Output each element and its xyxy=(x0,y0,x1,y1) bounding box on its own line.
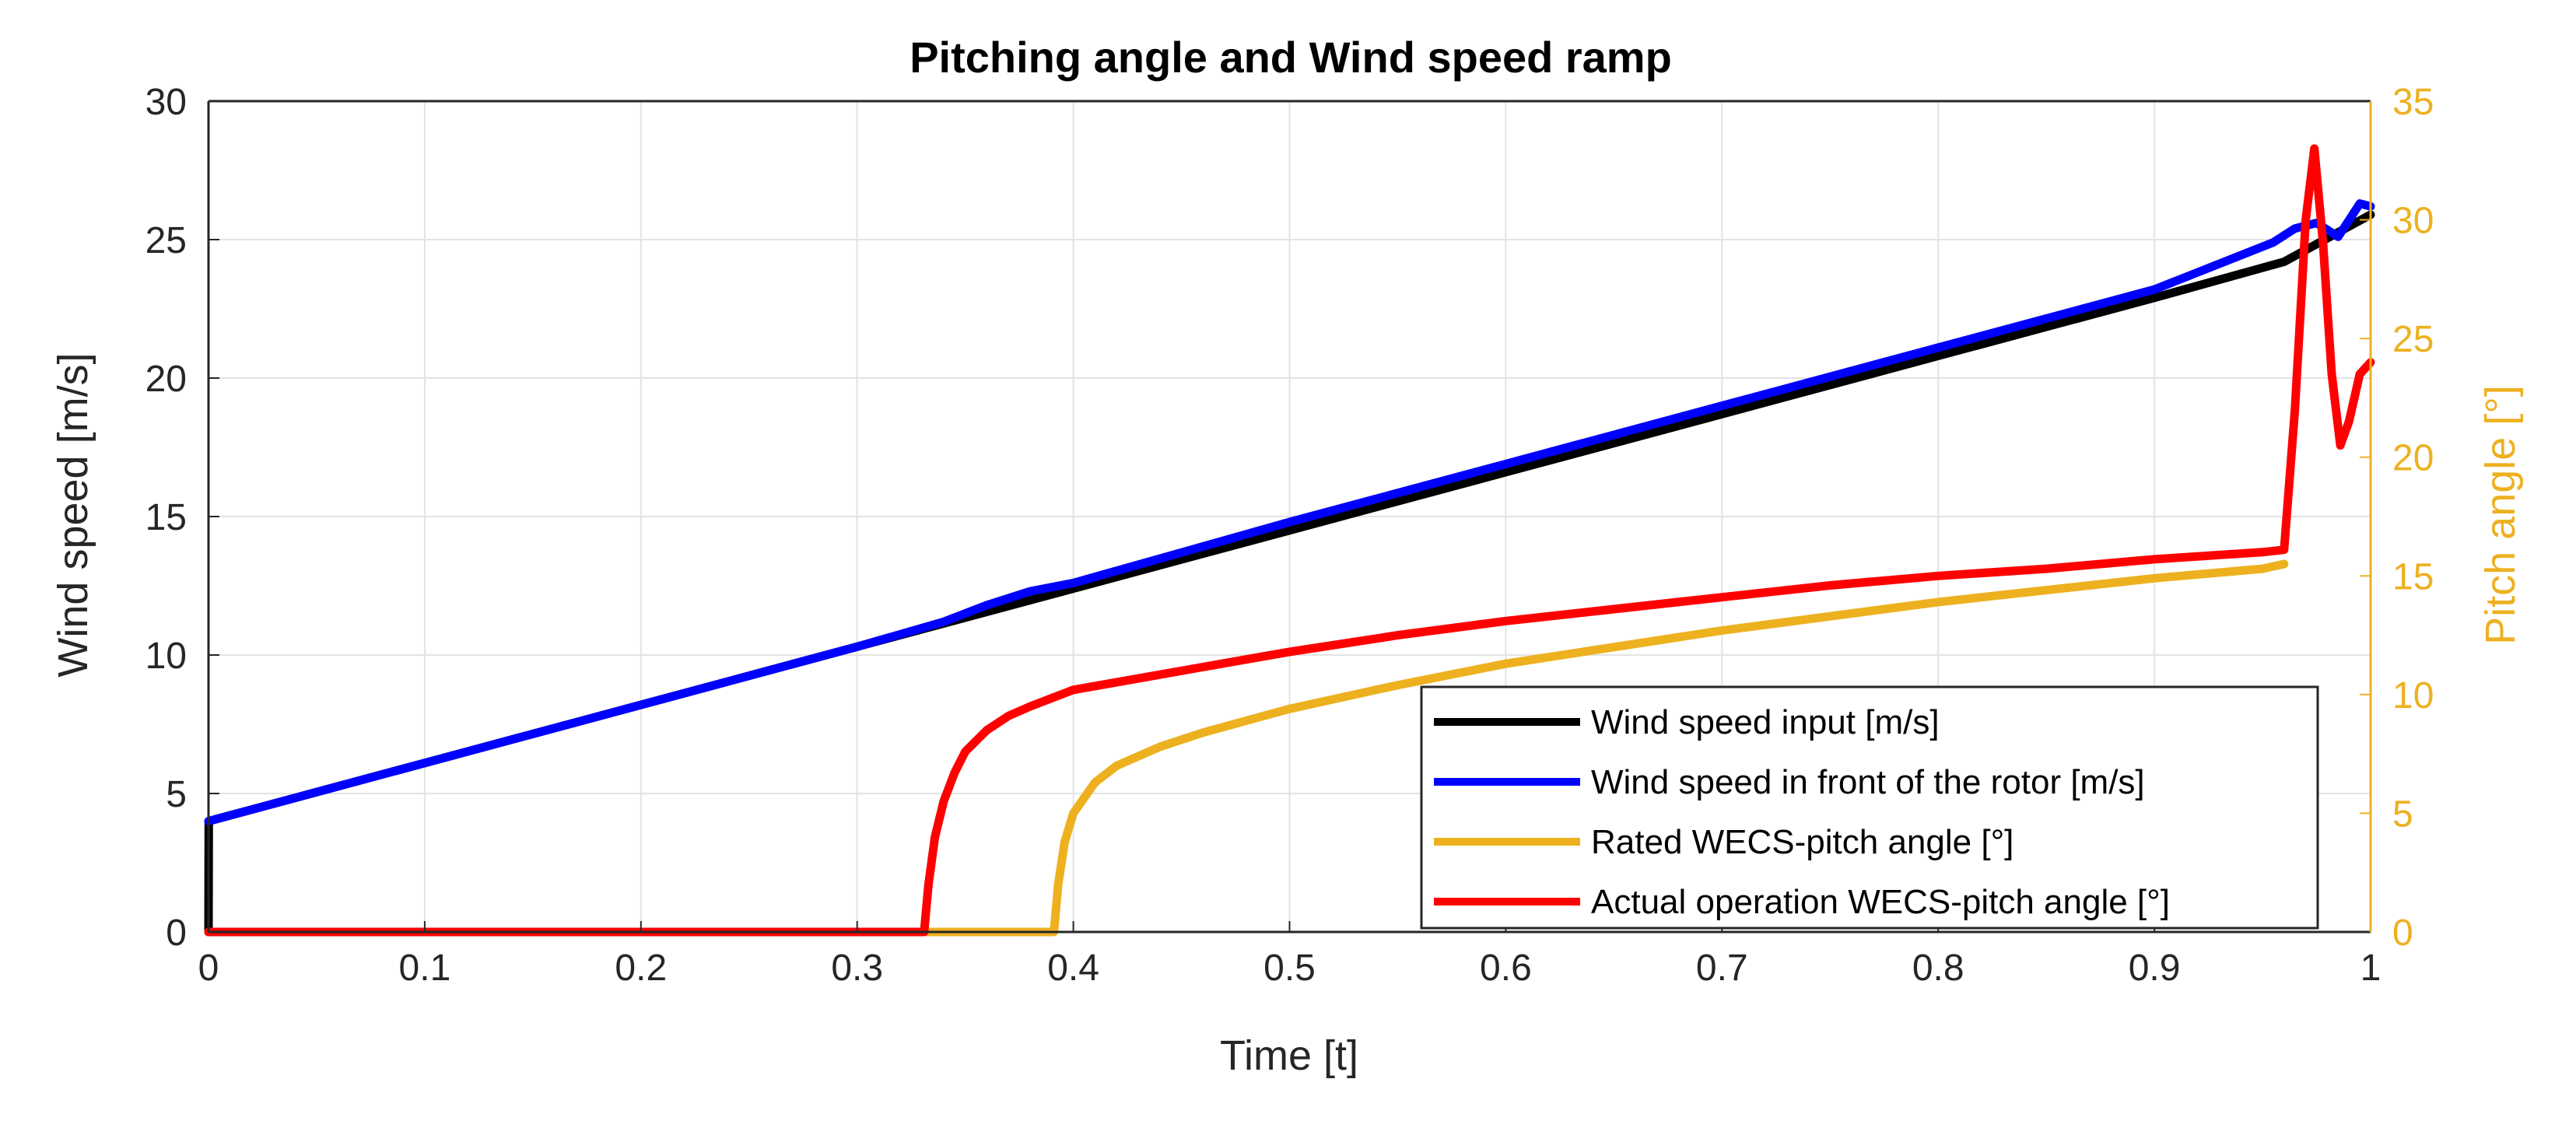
x-tick-label: 0.5 xyxy=(1263,948,1316,989)
x-tick-label: 0.3 xyxy=(831,948,883,989)
legend-box xyxy=(1420,685,2319,930)
series-line-rated-pitch xyxy=(204,559,2289,937)
x-tick-label: 0.1 xyxy=(399,948,451,989)
y-left-tick-label: 0 xyxy=(166,913,187,954)
y-left-tick-label: 10 xyxy=(145,636,187,677)
series-layer xyxy=(204,144,2375,937)
y-right-tick-label: 25 xyxy=(2392,319,2434,360)
y-left-tick-label: 25 xyxy=(145,220,187,261)
y-left-tick-label: 30 xyxy=(145,82,187,123)
x-tick-label: 1 xyxy=(2360,948,2381,989)
y-left-tick-label: 20 xyxy=(145,359,187,400)
y-axis-left-label: Wind speed [m/s] xyxy=(50,352,96,677)
y-right-tick-label: 30 xyxy=(2392,201,2434,242)
tick-labels: 0 0.1 0.2 0.3 0.4 0.5 0.6 0.7 0.8 0.9 105101520253… xyxy=(145,82,2434,989)
series-line-wind-rotor xyxy=(204,199,2375,826)
legend-label-actual-pitch: Actual operation WECS-pitch angle [°] xyxy=(1591,883,2170,921)
y-right-tick-label: 10 xyxy=(2392,675,2434,716)
legend-label-wind-rotor: Wind speed in front of the rotor [m/s] xyxy=(1591,763,2145,801)
x-tick-label: 0.6 xyxy=(1480,948,1532,989)
y-right-tick-label: 35 xyxy=(2392,82,2434,123)
y-left-tick-label: 15 xyxy=(145,497,187,538)
x-tick-label: 0.4 xyxy=(1047,948,1099,989)
legend-label-rated-pitch: Rated WECS-pitch angle [°] xyxy=(1591,823,2013,861)
y-axis-right-label: Pitch angle [°] xyxy=(2477,385,2524,645)
x-tick-label: 0.2 xyxy=(615,948,667,989)
y-left-tick-label: 5 xyxy=(166,774,187,815)
x-tick-label: 0.8 xyxy=(1912,948,1964,989)
y-right-tick-label: 20 xyxy=(2392,438,2434,479)
axes-layer xyxy=(207,100,2372,934)
y-right-tick-label: 0 xyxy=(2392,913,2413,954)
chart-title: Pitching angle and Wind speed ramp xyxy=(909,33,1672,82)
x-tick-label: 0 xyxy=(198,948,219,989)
x-tick-label: 0.9 xyxy=(2129,948,2181,989)
x-axis-label: Time [t] xyxy=(1220,1032,1358,1079)
y-right-tick-label: 15 xyxy=(2392,556,2434,597)
series-line-actual-pitch xyxy=(204,144,2375,937)
x-tick-label: 0.7 xyxy=(1696,948,1748,989)
y-right-tick-label: 5 xyxy=(2392,793,2413,835)
legend: Wind speed input [m/s] Wind speed in fro… xyxy=(1420,685,2319,930)
legend-label-wind-input: Wind speed input [m/s] xyxy=(1591,703,1940,741)
